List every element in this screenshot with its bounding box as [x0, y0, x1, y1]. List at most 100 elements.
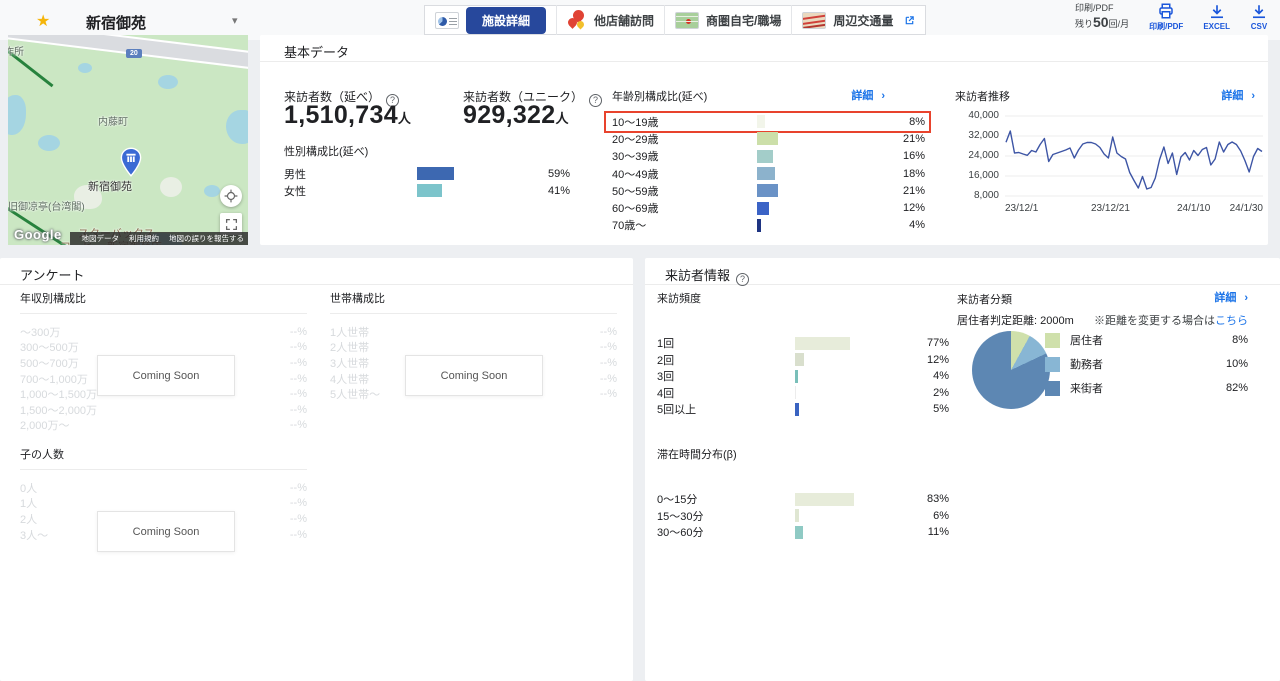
- google-logo[interactable]: Google: [14, 227, 62, 242]
- google-map[interactable]: 20 作所 内藤町 新宿御苑 旧御凉亭(台湾閣) スターバックス コーヒー 新宿…: [8, 35, 248, 245]
- fullscreen-icon: [225, 218, 237, 230]
- map-fullscreen-button[interactable]: [220, 213, 242, 235]
- age-value: 21%: [902, 132, 925, 145]
- site-title[interactable]: 新宿御苑: [86, 15, 147, 32]
- household-row: 5人世帯〜 --%: [330, 386, 617, 402]
- map-clearing: [74, 185, 102, 209]
- tab-traffic[interactable]: 周辺交通量: [792, 6, 925, 34]
- age-row: 70歳〜 4%: [612, 217, 925, 234]
- map-clearing: [160, 177, 182, 197]
- classification-pie-chart: [972, 331, 1050, 409]
- chevron-down-icon[interactable]: ▾: [232, 15, 238, 27]
- trend-y-tick: 8,000: [973, 190, 999, 201]
- children-row: 3人〜 --%: [20, 527, 307, 543]
- age-label: 60〜69歳: [612, 203, 659, 216]
- frequency-row: 2回 12%: [657, 352, 949, 369]
- income-label: 〜300万: [20, 326, 61, 339]
- gender-value: 41%: [547, 184, 570, 197]
- frequency-label: 1回: [657, 338, 675, 351]
- trend-chart-title: 来訪者推移: [955, 91, 1010, 103]
- stay-value: 83%: [926, 493, 949, 506]
- print-pdf-button[interactable]: 印刷/PDF: [1149, 2, 1183, 32]
- legend-row: 勤務者 10%: [1045, 352, 1248, 376]
- stay-bar: [795, 525, 885, 539]
- frequency-row: 4回 2%: [657, 385, 949, 402]
- chevron-right-icon: ›: [881, 90, 885, 102]
- stay-label: 0〜15分: [657, 494, 698, 507]
- favorite-star-icon[interactable]: ★: [36, 13, 51, 30]
- attr-map-data[interactable]: 地図データ: [81, 234, 120, 243]
- export-csv-button[interactable]: CSV: [1250, 3, 1268, 31]
- legend-label: 来街者: [1070, 383, 1103, 395]
- income-rows: 〜300万 --% 300〜500万 --% 500〜700万 --% 700〜1,000万…: [20, 324, 307, 433]
- trend-chart-block: 来訪者推移 詳細 › 40,000 32,000 24,000 16,000 8,000 2…: [955, 35, 1265, 245]
- age-value: 18%: [902, 167, 925, 180]
- age-chart: 10〜19歳 8% 20〜29歳 21% 30〜39歳 16% 40〜49歳 18% 50〜59…: [604, 110, 931, 234]
- frequency-bar: [795, 336, 885, 350]
- help-icon[interactable]: [386, 93, 400, 107]
- income-row: 300〜500万 --%: [20, 340, 307, 356]
- age-bar: [757, 184, 867, 198]
- coming-soon-box: Coming Soon: [97, 355, 235, 396]
- coming-soon-box: Coming Soon: [405, 355, 543, 396]
- age-row: 30〜39歳 16%: [612, 148, 925, 165]
- income-label: 500〜700万: [20, 357, 79, 370]
- help-icon[interactable]: [736, 272, 750, 286]
- distance-change-link[interactable]: こちら: [1215, 315, 1248, 327]
- coming-soon-box: Coming Soon: [97, 511, 235, 552]
- survey-panel: アンケート 年収別構成比 〜300万 --% 300〜500万 --% 500〜700万…: [0, 258, 633, 681]
- help-icon[interactable]: [589, 93, 603, 107]
- tab-facility-detail-label: 施設詳細: [466, 6, 547, 34]
- household-title: 世帯構成比: [330, 290, 617, 314]
- park-marker-pin[interactable]: [120, 147, 142, 177]
- classification-legend: 居住者 8% 勤務者 10% 来街者 82%: [1045, 328, 1248, 400]
- print-quota: 印刷/PDF 残り50回/月: [1074, 2, 1130, 30]
- age-row: 10〜19歳 8%: [604, 110, 931, 134]
- stay-value: 6%: [933, 509, 949, 522]
- map-label-pavilion: 旧御凉亭(台湾閣): [8, 202, 85, 213]
- locate-icon: [224, 189, 238, 203]
- survey-panel-header: アンケート: [0, 258, 633, 285]
- facility-stats-icon: [435, 11, 459, 29]
- download-icon: [1253, 5, 1265, 19]
- frequency-value: 4%: [933, 370, 949, 383]
- total-visitors-label: 来訪者数（延べ）: [284, 88, 400, 107]
- trend-y-tick: 40,000: [968, 110, 999, 121]
- tab-separator: [556, 5, 558, 35]
- age-bar: [757, 149, 867, 163]
- tab-other-stores[interactable]: 他店舗訪問: [557, 6, 664, 34]
- gender-chart: 男性 59% 女性 41%: [284, 165, 570, 199]
- stay-row: 15〜30分 6%: [657, 508, 949, 525]
- classification-detail-link[interactable]: 詳細 ›: [1214, 292, 1248, 304]
- age-label: 30〜39歳: [612, 151, 659, 164]
- attr-terms[interactable]: 利用規約: [129, 234, 159, 243]
- household-label: 1人世帯: [330, 326, 370, 339]
- tab-facility-detail[interactable]: 施設詳細: [425, 6, 556, 34]
- frequency-label: 5回以上: [657, 404, 697, 417]
- age-bar: [757, 201, 867, 215]
- income-row: 〜300万 --%: [20, 324, 307, 340]
- export-excel-button[interactable]: EXCEL: [1203, 3, 1230, 31]
- household-row: 3人世帯 --%: [330, 355, 617, 371]
- income-label: 2,000万〜: [20, 420, 70, 433]
- stay-row: 0〜15分 83%: [657, 491, 949, 508]
- household-row: 2人世帯 --%: [330, 340, 617, 356]
- printer-icon: [1159, 3, 1173, 19]
- household-placeholder: --%: [599, 356, 617, 369]
- age-detail-link[interactable]: 詳細 ›: [851, 90, 885, 102]
- visitor-panel-header: 来訪者情報: [645, 258, 1280, 286]
- household-label: 2人世帯: [330, 342, 370, 355]
- stay-title: 滞在時間分布(β): [657, 449, 737, 461]
- trade-area-map-icon: [675, 11, 700, 29]
- trend-x-tick: 24/1/30: [1229, 203, 1263, 214]
- map-locate-button[interactable]: [220, 185, 242, 207]
- stay-value: 11%: [927, 526, 949, 539]
- household-row: 4人世帯 --%: [330, 371, 617, 387]
- stay-time-block: 滞在時間分布(β) 0〜15分 83% 15〜30分 6% 30〜60分 11%: [657, 446, 949, 541]
- age-label: 50〜59歳: [612, 185, 659, 198]
- trend-detail-link[interactable]: 詳細 ›: [1221, 90, 1255, 102]
- trend-line-chart: 40,000 32,000 24,000 16,000 8,000 23/12/1 23/1…: [955, 110, 1265, 221]
- tab-trade-area[interactable]: 商圏自宅/職場: [665, 6, 791, 34]
- attr-report[interactable]: 地図の誤りを報告する: [169, 234, 244, 243]
- gender-chart-title: 性別構成比(延べ): [284, 146, 369, 158]
